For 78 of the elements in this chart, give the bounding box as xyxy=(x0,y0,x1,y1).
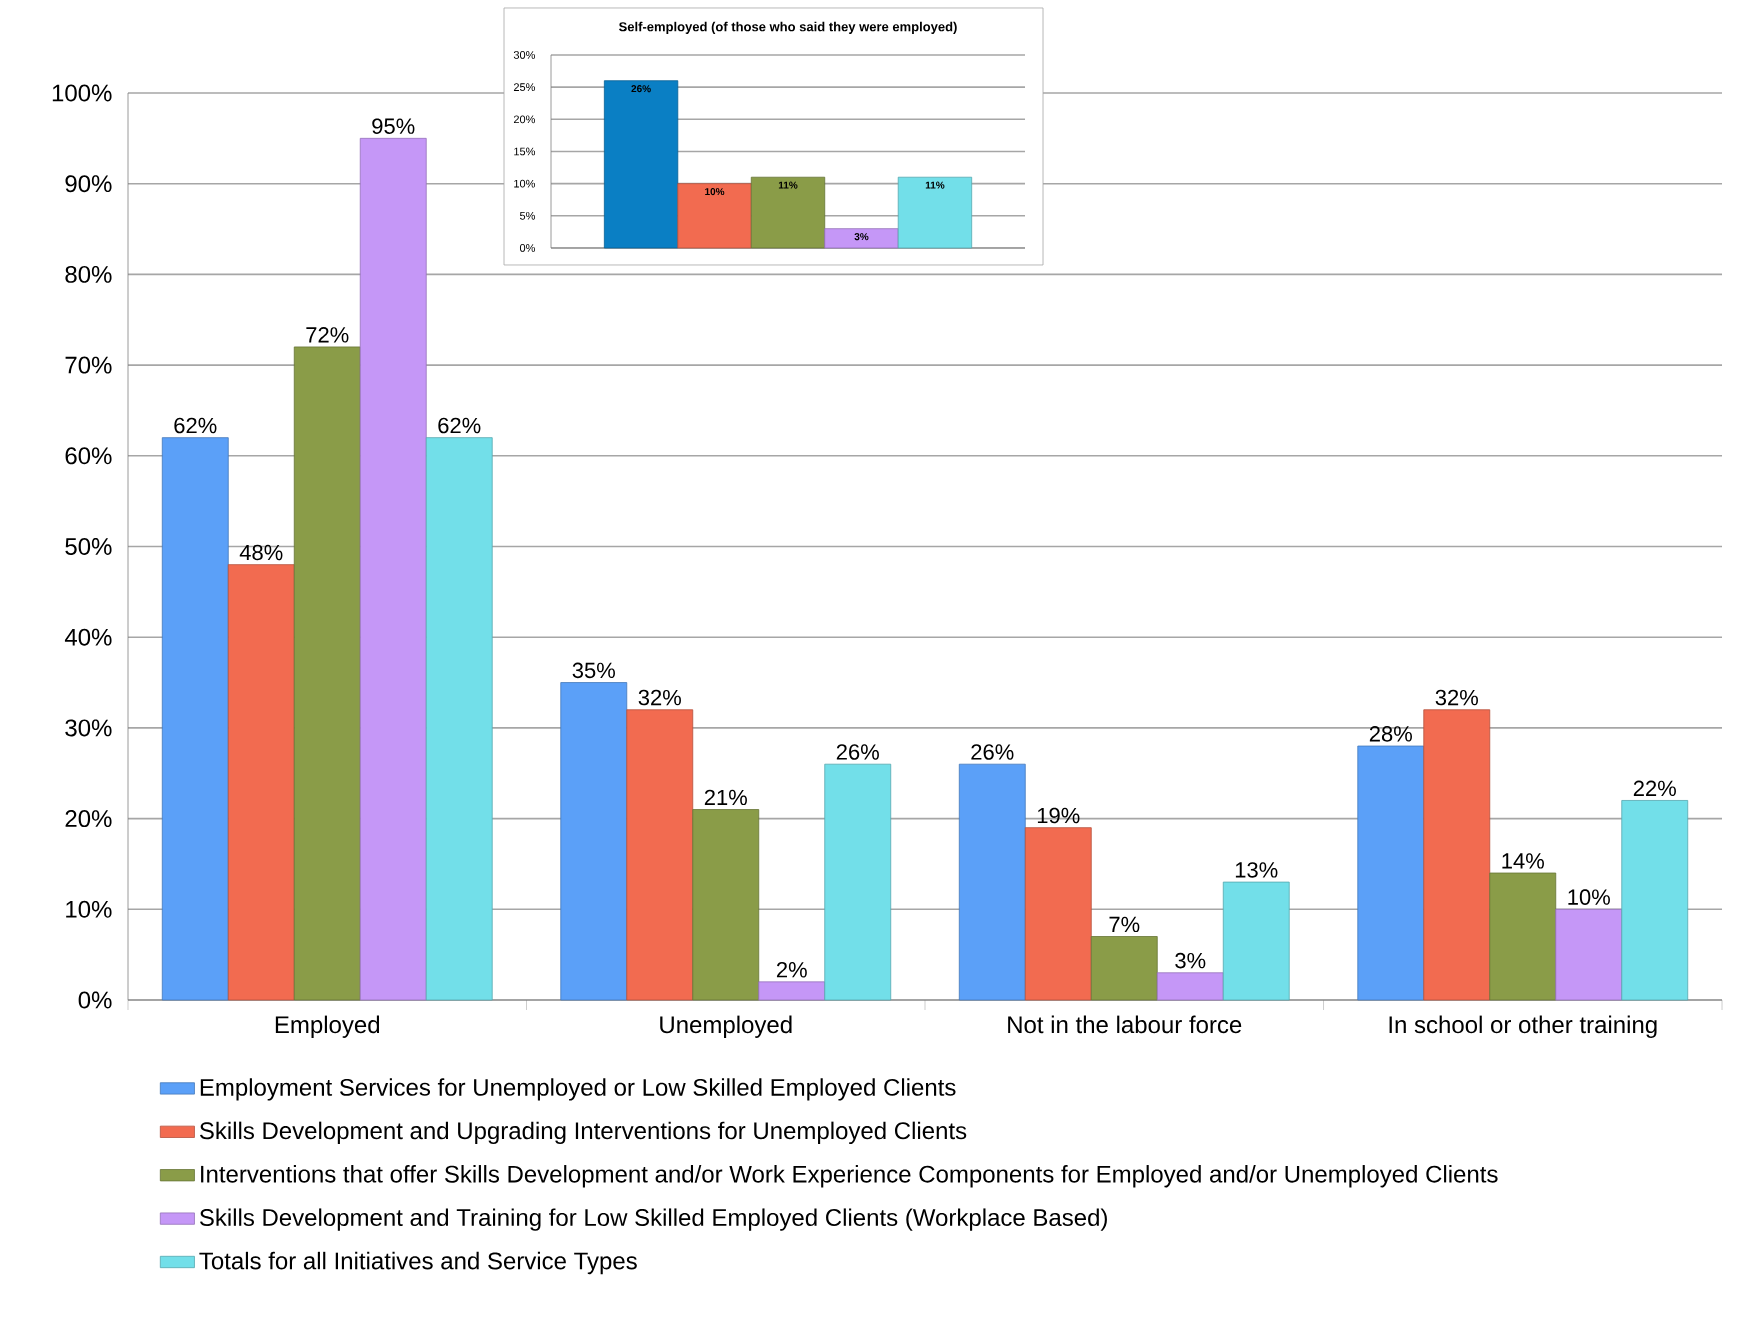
data-label: 13% xyxy=(1235,862,1278,878)
bar xyxy=(897,176,973,249)
y-tick-label: 20% xyxy=(513,115,536,124)
legend-label: Skills Development and Upgrading Interventions for Unemployed Clients xyxy=(199,1121,967,1144)
bar xyxy=(560,682,628,1001)
bar xyxy=(161,437,229,1001)
bar xyxy=(1489,872,1557,1001)
data-label: 10% xyxy=(705,188,725,196)
legend-label: Skills Development and Training for Low Skilled Employed Clients (Workplace Based) xyxy=(199,1208,1107,1231)
data-label: 19% xyxy=(1037,807,1080,824)
data-label: 11% xyxy=(925,181,945,189)
y-tick-label: 70% xyxy=(65,356,112,374)
bar xyxy=(824,763,892,1001)
x-tick-label: Employed xyxy=(275,1015,380,1038)
legend-label: Interventions that offer Skills Development and/or Work Experience Components for Employed and/or Unemployed Clients xyxy=(201,1165,1498,1188)
data-label: 10% xyxy=(1568,889,1610,905)
y-tick-label: 30% xyxy=(65,719,112,737)
y-tick-label: 5% xyxy=(519,211,536,220)
bar xyxy=(603,80,679,249)
bar xyxy=(750,176,826,249)
data-label: 26% xyxy=(971,744,1014,760)
data-label: 21% xyxy=(704,789,747,806)
chart-title: Self-employed (of those who said they were employed) xyxy=(618,21,957,34)
x-tick-label: In school or other training xyxy=(1389,1015,1657,1038)
y-tick-label: 10% xyxy=(514,179,536,188)
data-label: 35% xyxy=(572,662,615,679)
bar xyxy=(758,981,826,1001)
y-tick-label: 90% xyxy=(65,175,112,193)
y-tick-label: 20% xyxy=(65,810,112,828)
y-tick-label: 0% xyxy=(519,244,536,252)
legend-label: Totals for all Initiatives and Service Types xyxy=(199,1251,637,1275)
data-label: 26% xyxy=(836,744,879,760)
y-tick-label: 0% xyxy=(78,991,112,1009)
data-label: 72% xyxy=(306,327,349,343)
x-tick-label: Not in the labour force xyxy=(1008,1015,1242,1034)
data-label: 3% xyxy=(854,233,869,241)
data-label: 26% xyxy=(631,85,651,93)
y-tick-label: 50% xyxy=(65,538,112,555)
data-label: 32% xyxy=(1435,689,1478,706)
y-tick-label: 25% xyxy=(513,83,536,92)
bar xyxy=(626,709,694,1001)
bar xyxy=(1024,827,1092,1001)
data-label: 28% xyxy=(1369,726,1412,742)
data-label: 32% xyxy=(638,689,681,706)
bar xyxy=(293,346,361,1001)
data-label: 3% xyxy=(1175,952,1206,969)
data-label: 2% xyxy=(776,961,807,978)
bar xyxy=(1156,972,1224,1001)
bar xyxy=(958,763,1026,1001)
bar xyxy=(1090,936,1158,1001)
data-label: 22% xyxy=(1633,780,1676,797)
data-label: 14% xyxy=(1502,853,1544,869)
data-label: 48% xyxy=(239,544,283,561)
data-label: 11% xyxy=(778,181,798,189)
bar xyxy=(677,183,752,249)
data-label: 7% xyxy=(1109,916,1140,933)
y-tick-label: 40% xyxy=(64,628,112,646)
bar xyxy=(692,809,760,1001)
y-tick-label: 30% xyxy=(513,51,536,59)
x-tick-label: Unemployed xyxy=(660,1015,792,1038)
legend-label: Employment Services for Unemployed or Low Skilled Employed Clients xyxy=(200,1078,956,1101)
bar xyxy=(824,228,899,249)
bar xyxy=(1357,745,1425,1001)
y-tick-label: 100% xyxy=(52,84,112,102)
y-tick-label: 10% xyxy=(66,900,112,918)
bar xyxy=(1222,881,1290,1001)
bar xyxy=(425,437,493,1001)
y-tick-label: 15% xyxy=(514,147,536,156)
bar xyxy=(1555,908,1623,1001)
bar xyxy=(227,564,295,1001)
bar xyxy=(1621,800,1689,1001)
y-tick-label: 60% xyxy=(65,447,112,465)
data-label: 62% xyxy=(438,417,481,434)
data-label: 62% xyxy=(174,417,217,434)
bar xyxy=(359,137,427,1001)
y-tick-label: 80% xyxy=(65,265,112,283)
bar xyxy=(1423,709,1491,1001)
data-label: 95% xyxy=(372,118,415,134)
